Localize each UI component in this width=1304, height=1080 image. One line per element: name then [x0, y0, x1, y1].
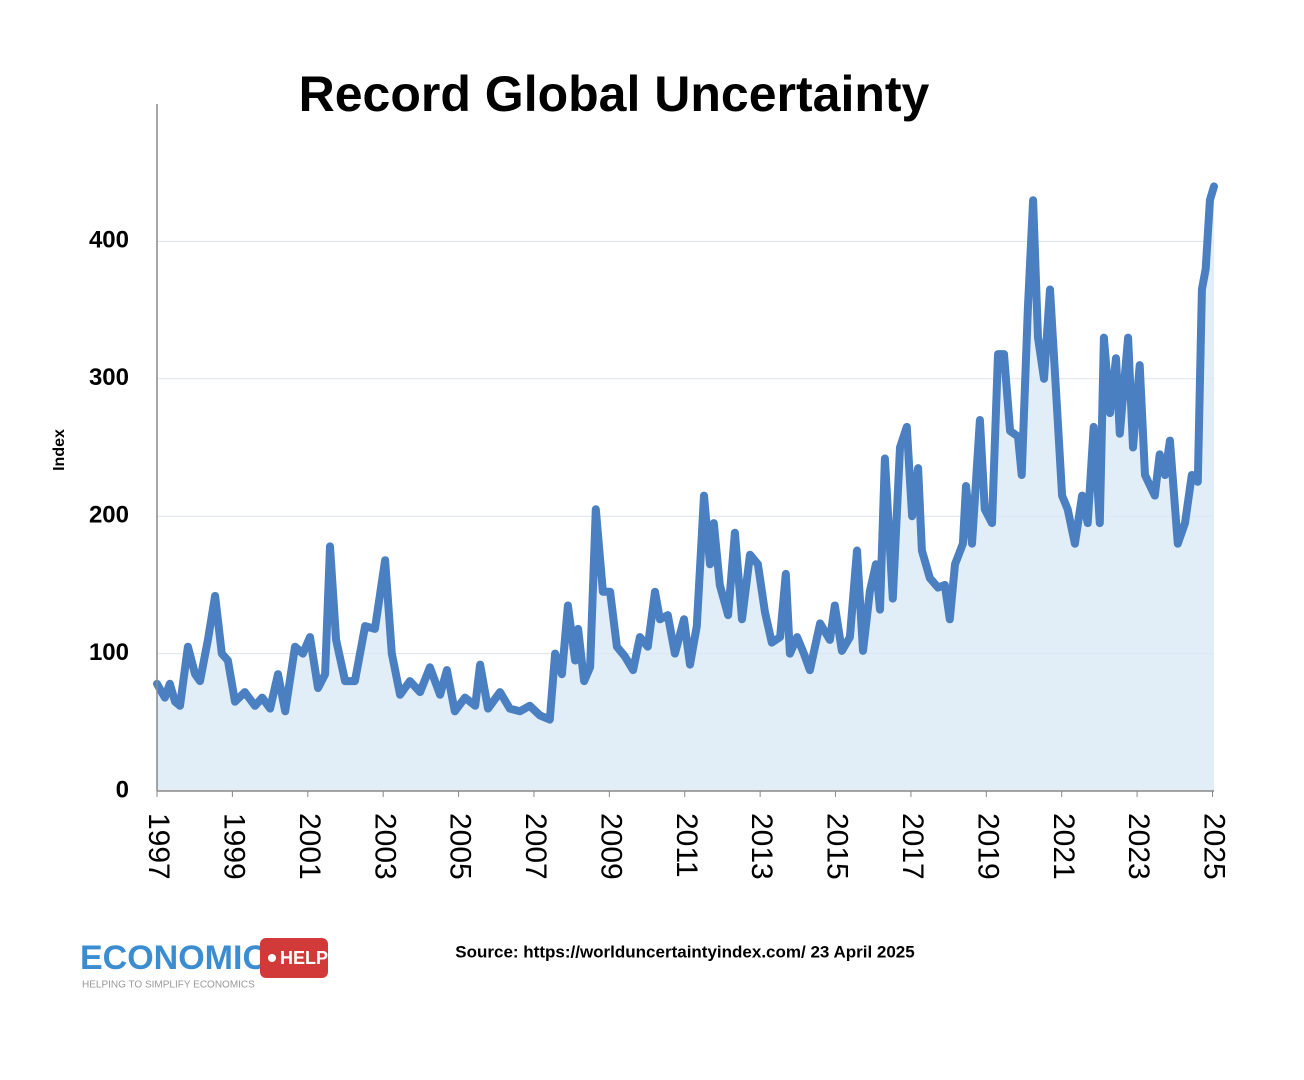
x-tick-label: 2011 — [670, 813, 703, 878]
area — [157, 186, 1214, 791]
line — [153, 182, 1218, 724]
x-tick-label: 1997 — [142, 813, 175, 880]
x-tick-label: 2015 — [821, 813, 854, 880]
y-tick-label: 200 — [89, 502, 129, 529]
x-tick-label: 2001 — [293, 813, 326, 880]
logo-tag-hole — [268, 954, 276, 962]
x-tick-label: 2025 — [1198, 813, 1231, 880]
x-tick-label: 2019 — [971, 813, 1004, 880]
source: Source: https://worlduncertaintyindex.co… — [455, 942, 914, 961]
x-tick-label: 2009 — [594, 813, 627, 880]
y-tick-label: 0 — [116, 776, 129, 803]
x-tick-label: 2013 — [745, 813, 778, 880]
logo-tagline: HELPING TO SIMPLIFY ECONOMICS — [82, 980, 255, 991]
x-tick-label: 1999 — [217, 813, 250, 880]
y-tick-label: 100 — [89, 639, 129, 666]
y-tick-label: 300 — [89, 364, 129, 391]
y-tick-label: 400 — [89, 227, 129, 254]
x-tick-label: 2003 — [368, 813, 401, 880]
logo-tag: HELP — [280, 948, 328, 968]
x-tick-label: 2017 — [896, 813, 929, 880]
y-axis-label: Index — [51, 429, 68, 471]
chart-title: Record Global Uncertainty — [299, 66, 930, 122]
x-tick-label: 2005 — [444, 813, 477, 880]
x-tick-label: 2021 — [1047, 813, 1080, 880]
logo: ECONOMICS — [80, 939, 290, 977]
x-tick-label: 2023 — [1122, 813, 1155, 880]
logo-tag-bg — [260, 938, 328, 978]
x-tick-label: 2007 — [519, 813, 552, 880]
